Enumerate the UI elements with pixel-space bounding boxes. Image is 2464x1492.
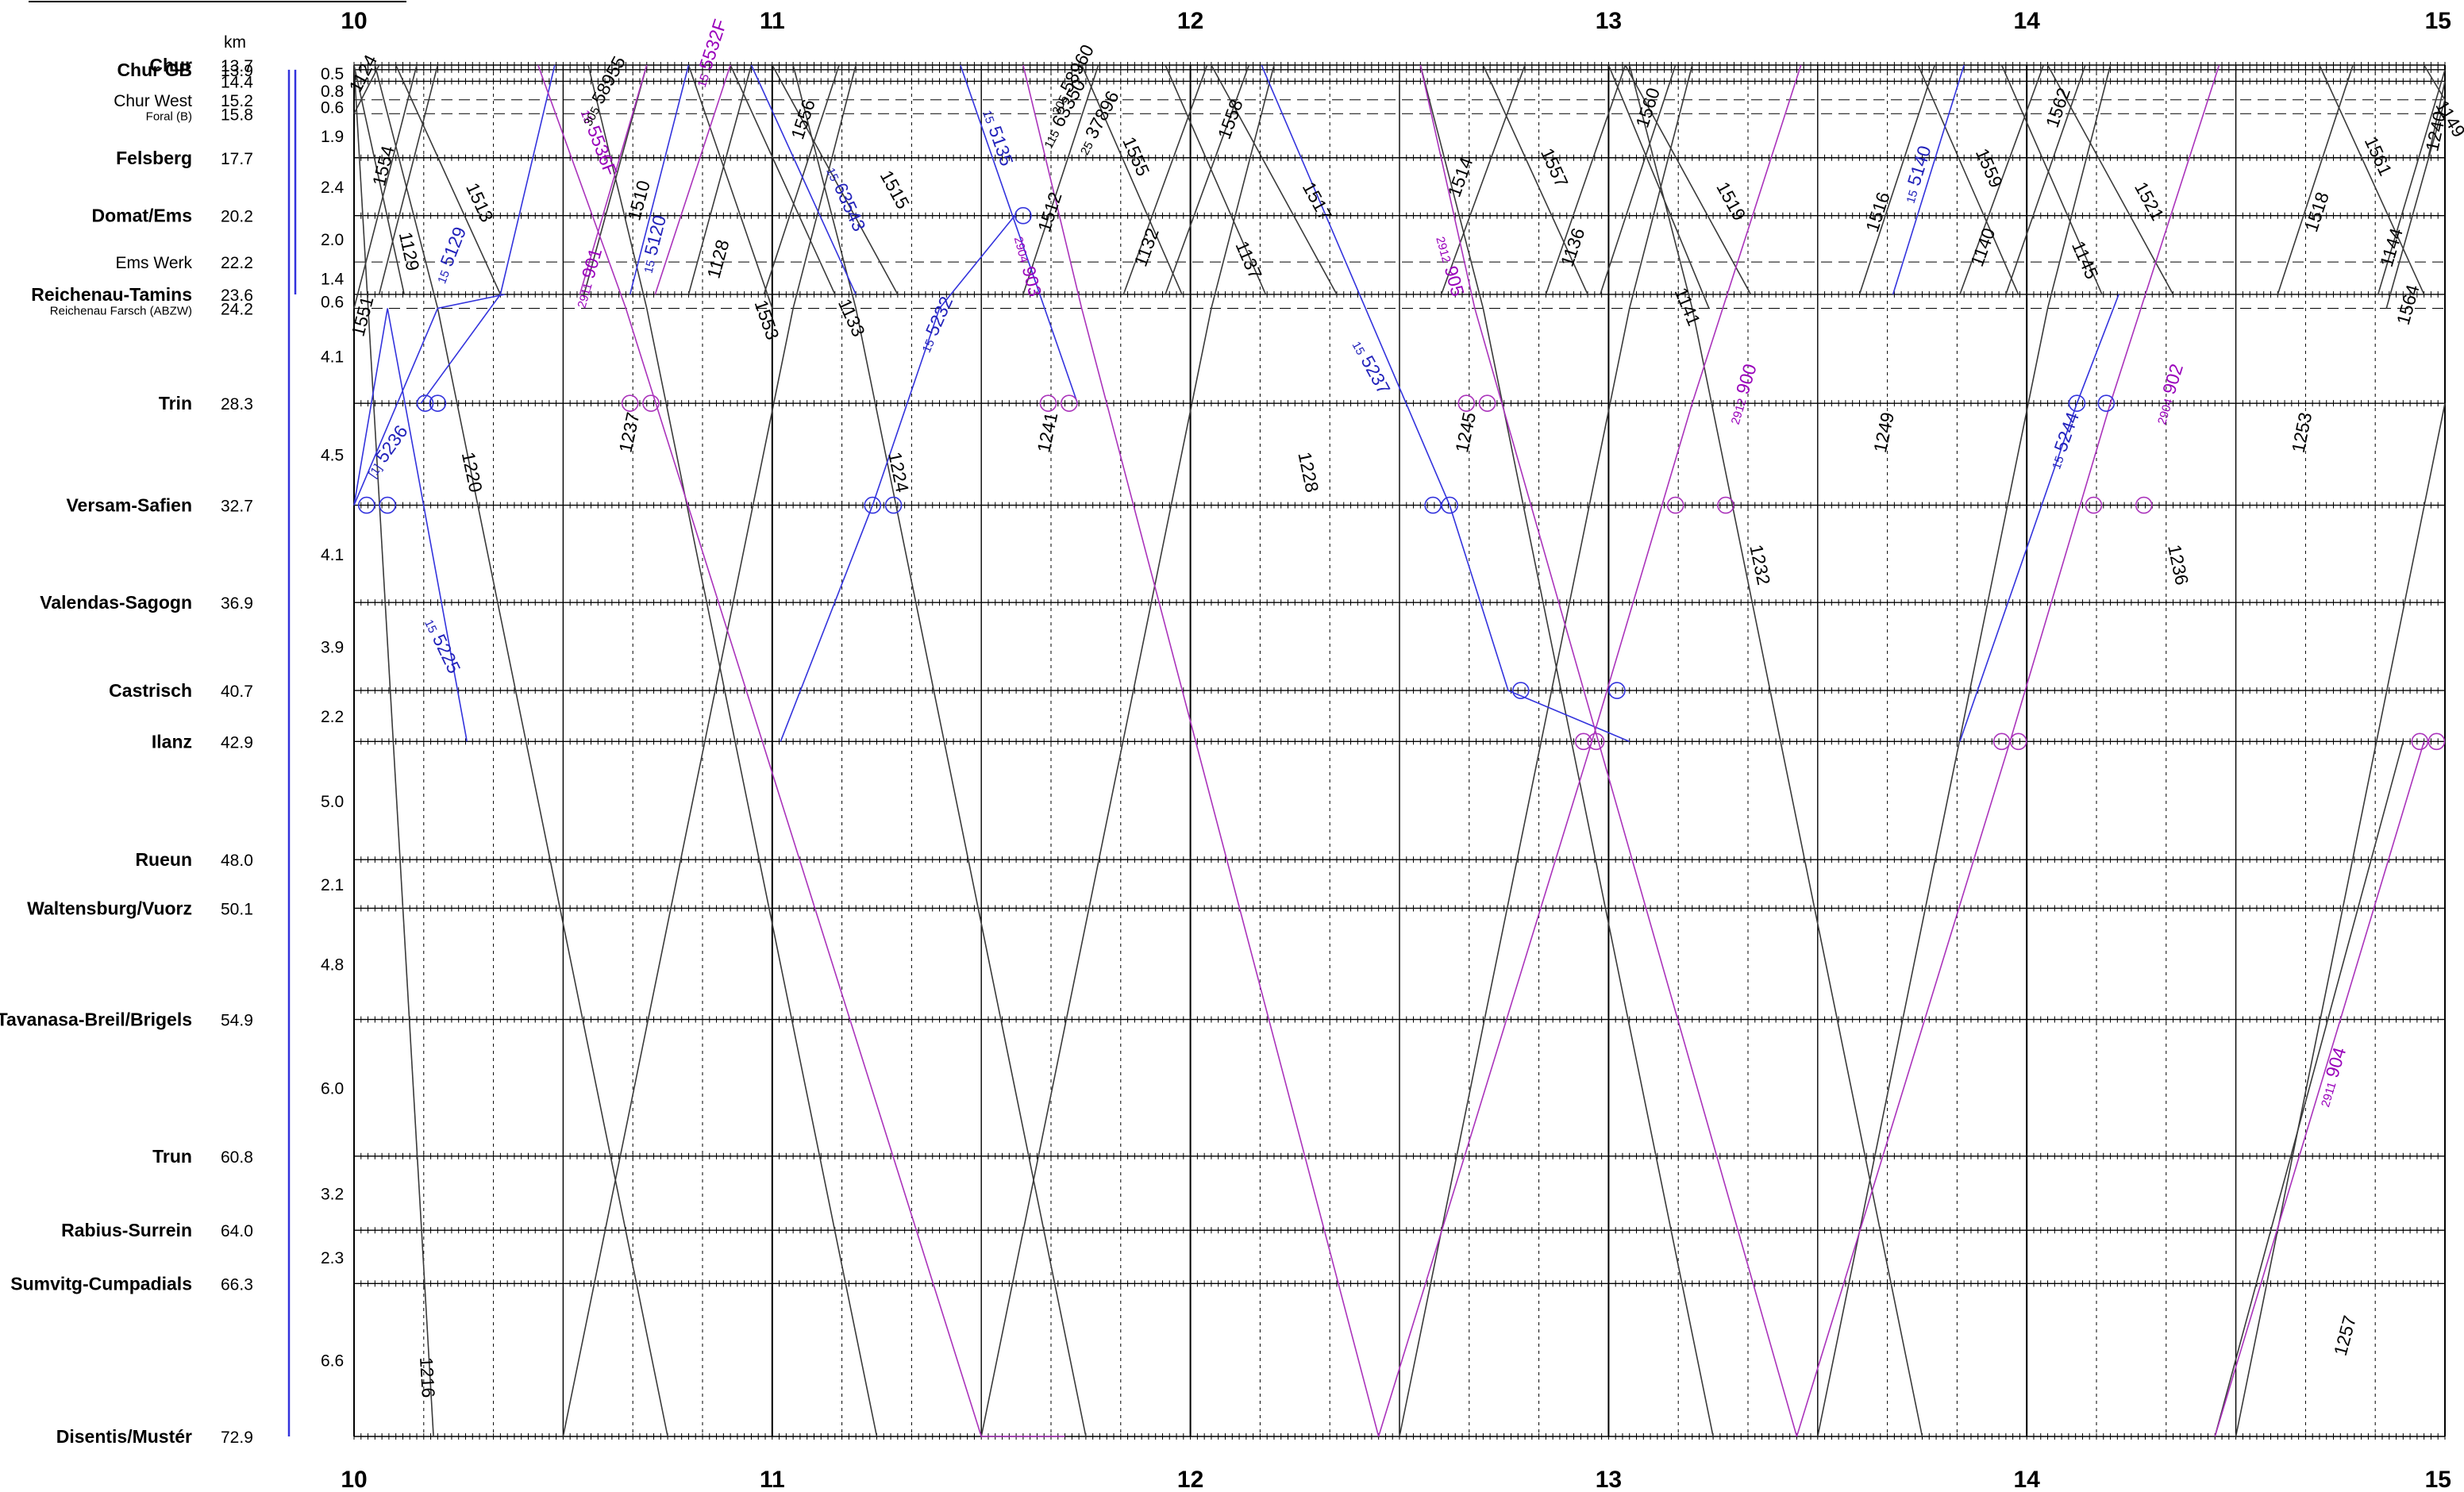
grid <box>353 62 2446 1440</box>
km-header: km <box>224 33 246 52</box>
